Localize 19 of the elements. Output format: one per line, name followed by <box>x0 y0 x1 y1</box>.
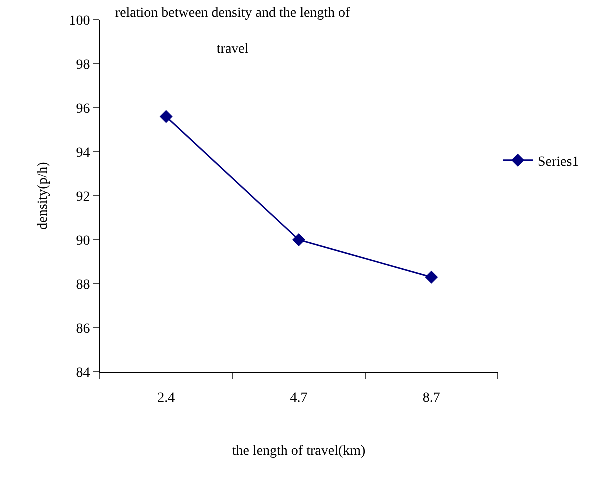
point <box>425 270 438 284</box>
x-tick-label: 4.7 <box>290 390 308 406</box>
x-axis-title: the length of travel(km) <box>232 444 366 460</box>
y-axis-title: density(p/h) <box>36 162 51 230</box>
y-tick-label: 94 <box>76 146 90 161</box>
x-tick-label: 8.7 <box>422 390 440 406</box>
y-tick-label: 98 <box>76 58 90 73</box>
y-tick-label: 100 <box>69 14 90 29</box>
y-tick-label: 90 <box>76 234 90 249</box>
y-tick-label: 86 <box>76 322 90 337</box>
legend-label: Series1 <box>538 154 580 170</box>
y-tick-label: 92 <box>76 190 90 205</box>
y-tick-label: 88 <box>76 278 90 293</box>
chart-title: relation between density and the length of travel <box>115 6 350 58</box>
x-tick-label: 2.4 <box>158 390 176 406</box>
y-tick-label: 84 <box>76 366 90 381</box>
y-tick-label: 96 <box>76 102 90 117</box>
point <box>292 234 306 246</box>
point <box>160 110 173 124</box>
